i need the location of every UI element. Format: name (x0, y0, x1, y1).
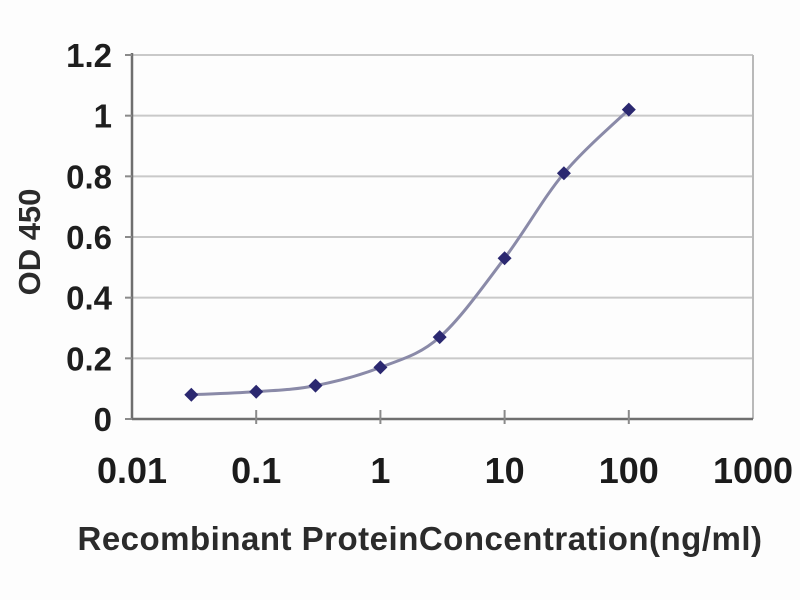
y-tick-label-1: 1 (94, 98, 112, 135)
y-tick-label-0.4: 0.4 (66, 280, 113, 317)
x-tick-label-1: 1 (370, 450, 390, 491)
x-tick-label-0.1: 0.1 (231, 450, 281, 491)
x-tick-label-1000: 1000 (713, 450, 793, 491)
data-point-marker-3 (432, 330, 447, 345)
y-tick-label-0: 0 (94, 401, 112, 438)
x-tick-label-100: 100 (599, 450, 659, 491)
data-point-marker-10 (497, 251, 512, 266)
x-tick-label-0.01: 0.01 (97, 450, 167, 491)
series-group (184, 102, 636, 402)
data-point-marker-100 (621, 102, 636, 117)
y-tick-label-0.6: 0.6 (66, 219, 112, 256)
tick-labels-group: 0.01 0.1 1 10 100 1000 0 0.2 0.4 0.6 0.8 1 1.2 (66, 37, 793, 491)
gridlines-group (132, 54, 754, 419)
data-point-marker-30 (556, 166, 571, 181)
data-point-marker-0.1 (249, 384, 264, 399)
y-tick-label-0.8: 0.8 (66, 158, 112, 195)
data-point-marker-1 (373, 360, 388, 375)
x-tick-label-10: 10 (485, 450, 525, 491)
data-point-marker-0.3 (308, 378, 323, 393)
y-axis-title: OD 450 (12, 189, 47, 296)
data-point-marker-0.03 (184, 387, 199, 402)
x-axis-title: Recombinant ProteinConcentration(ng/ml) (77, 520, 762, 557)
y-tick-label-1.2: 1.2 (66, 37, 112, 74)
axes-group (125, 53, 753, 424)
y-tick-label-0.2: 0.2 (66, 340, 112, 377)
series-line (189, 108, 631, 397)
